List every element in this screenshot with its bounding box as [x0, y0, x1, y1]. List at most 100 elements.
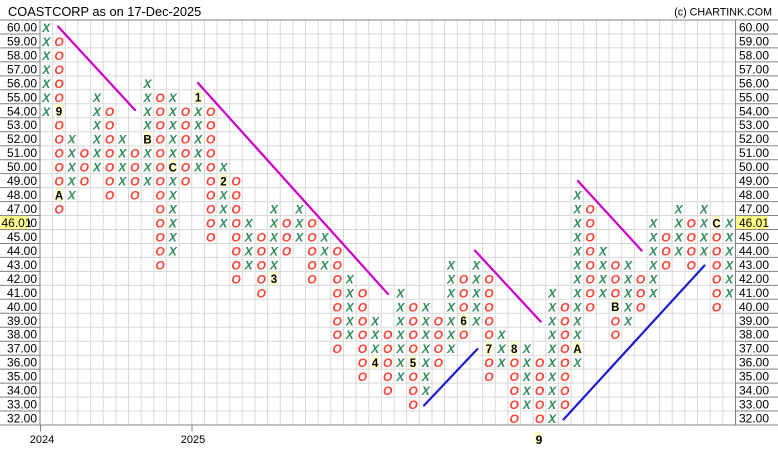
- svg-text:O: O: [611, 328, 621, 342]
- svg-text:X: X: [168, 175, 178, 189]
- svg-text:X: X: [92, 161, 102, 175]
- svg-text:32.00: 32.00: [7, 412, 37, 426]
- svg-text:1: 1: [195, 93, 202, 105]
- svg-text:X: X: [446, 328, 456, 342]
- svg-text:X: X: [446, 272, 456, 286]
- svg-text:O: O: [333, 286, 343, 300]
- svg-text:4: 4: [372, 358, 379, 370]
- svg-text:X: X: [522, 370, 532, 384]
- svg-text:C: C: [712, 218, 720, 230]
- svg-text:X: X: [648, 286, 658, 300]
- svg-text:O: O: [206, 217, 216, 231]
- svg-text:X: X: [41, 35, 51, 49]
- svg-text:A: A: [573, 344, 581, 356]
- svg-text:50.00: 50.00: [7, 160, 37, 174]
- svg-text:O: O: [408, 398, 418, 412]
- svg-text:X: X: [598, 272, 608, 286]
- svg-text:O: O: [181, 119, 191, 133]
- svg-text:O: O: [231, 175, 241, 189]
- svg-text:O: O: [358, 286, 368, 300]
- svg-text:X: X: [522, 398, 532, 412]
- svg-text:X: X: [67, 147, 77, 161]
- svg-text:35.00: 35.00: [739, 370, 769, 384]
- svg-text:41.00: 41.00: [739, 286, 769, 300]
- svg-text:C: C: [169, 162, 177, 174]
- svg-text:O: O: [206, 161, 216, 175]
- svg-text:X: X: [168, 133, 178, 147]
- svg-text:X: X: [345, 328, 355, 342]
- svg-text:O: O: [155, 189, 165, 203]
- svg-text:X: X: [674, 244, 684, 258]
- svg-text:X: X: [168, 91, 178, 105]
- svg-text:X: X: [572, 217, 582, 231]
- svg-text:60.00: 60.00: [7, 21, 37, 35]
- svg-text:34.00: 34.00: [739, 384, 769, 398]
- svg-text:B: B: [143, 135, 151, 147]
- svg-text:O: O: [333, 258, 343, 272]
- svg-text:X: X: [572, 286, 582, 300]
- svg-text:O: O: [510, 370, 520, 384]
- svg-text:5: 5: [410, 358, 417, 370]
- svg-text:O: O: [358, 370, 368, 384]
- svg-text:58.00: 58.00: [739, 48, 769, 62]
- svg-text:O: O: [484, 314, 494, 328]
- svg-text:O: O: [80, 147, 90, 161]
- svg-text:O: O: [206, 119, 216, 133]
- svg-text:O: O: [661, 244, 671, 258]
- svg-text:50.00: 50.00: [739, 160, 769, 174]
- svg-text:O: O: [510, 412, 520, 426]
- svg-text:55.00: 55.00: [7, 90, 37, 104]
- svg-text:X: X: [421, 356, 431, 370]
- svg-text:X: X: [244, 231, 254, 245]
- svg-text:X: X: [623, 258, 633, 272]
- svg-text:45.00: 45.00: [739, 230, 769, 244]
- svg-text:X: X: [319, 244, 329, 258]
- svg-text:33.00: 33.00: [739, 398, 769, 412]
- svg-text:X: X: [168, 217, 178, 231]
- svg-text:X: X: [117, 133, 127, 147]
- svg-text:X: X: [269, 217, 279, 231]
- svg-text:O: O: [231, 217, 241, 231]
- svg-text:O: O: [459, 300, 469, 314]
- svg-text:O: O: [206, 175, 216, 189]
- svg-text:O: O: [105, 133, 115, 147]
- svg-text:O: O: [408, 314, 418, 328]
- svg-text:X: X: [395, 300, 405, 314]
- svg-text:X: X: [471, 300, 481, 314]
- svg-text:O: O: [383, 370, 393, 384]
- svg-text:O: O: [206, 203, 216, 217]
- svg-text:O: O: [54, 119, 64, 133]
- svg-text:57.00: 57.00: [7, 62, 37, 76]
- svg-text:X: X: [269, 231, 279, 245]
- svg-text:X: X: [269, 244, 279, 258]
- svg-text:X: X: [648, 217, 658, 231]
- svg-text:X: X: [572, 356, 582, 370]
- svg-text:X: X: [421, 370, 431, 384]
- svg-text:A: A: [55, 190, 63, 202]
- svg-text:X: X: [724, 217, 734, 231]
- svg-text:X: X: [319, 258, 329, 272]
- svg-text:O: O: [80, 175, 90, 189]
- svg-text:O: O: [408, 300, 418, 314]
- svg-text:O: O: [206, 147, 216, 161]
- svg-text:34.00: 34.00: [7, 384, 37, 398]
- svg-text:51.00: 51.00: [7, 146, 37, 160]
- svg-text:O: O: [687, 258, 697, 272]
- svg-text:X: X: [724, 231, 734, 245]
- svg-text:O: O: [155, 175, 165, 189]
- svg-text:X: X: [471, 258, 481, 272]
- svg-text:X: X: [572, 203, 582, 217]
- svg-text:O: O: [383, 342, 393, 356]
- svg-text:O: O: [54, 175, 64, 189]
- svg-text:X: X: [92, 119, 102, 133]
- svg-text:X: X: [218, 203, 228, 217]
- svg-text:O: O: [130, 161, 140, 175]
- svg-text:39.00: 39.00: [7, 314, 37, 328]
- svg-text:X: X: [674, 217, 684, 231]
- svg-text:X: X: [674, 231, 684, 245]
- svg-text:X: X: [345, 272, 355, 286]
- svg-text:42.00: 42.00: [739, 272, 769, 286]
- svg-text:O: O: [231, 258, 241, 272]
- svg-text:X: X: [218, 217, 228, 231]
- svg-text:O: O: [155, 217, 165, 231]
